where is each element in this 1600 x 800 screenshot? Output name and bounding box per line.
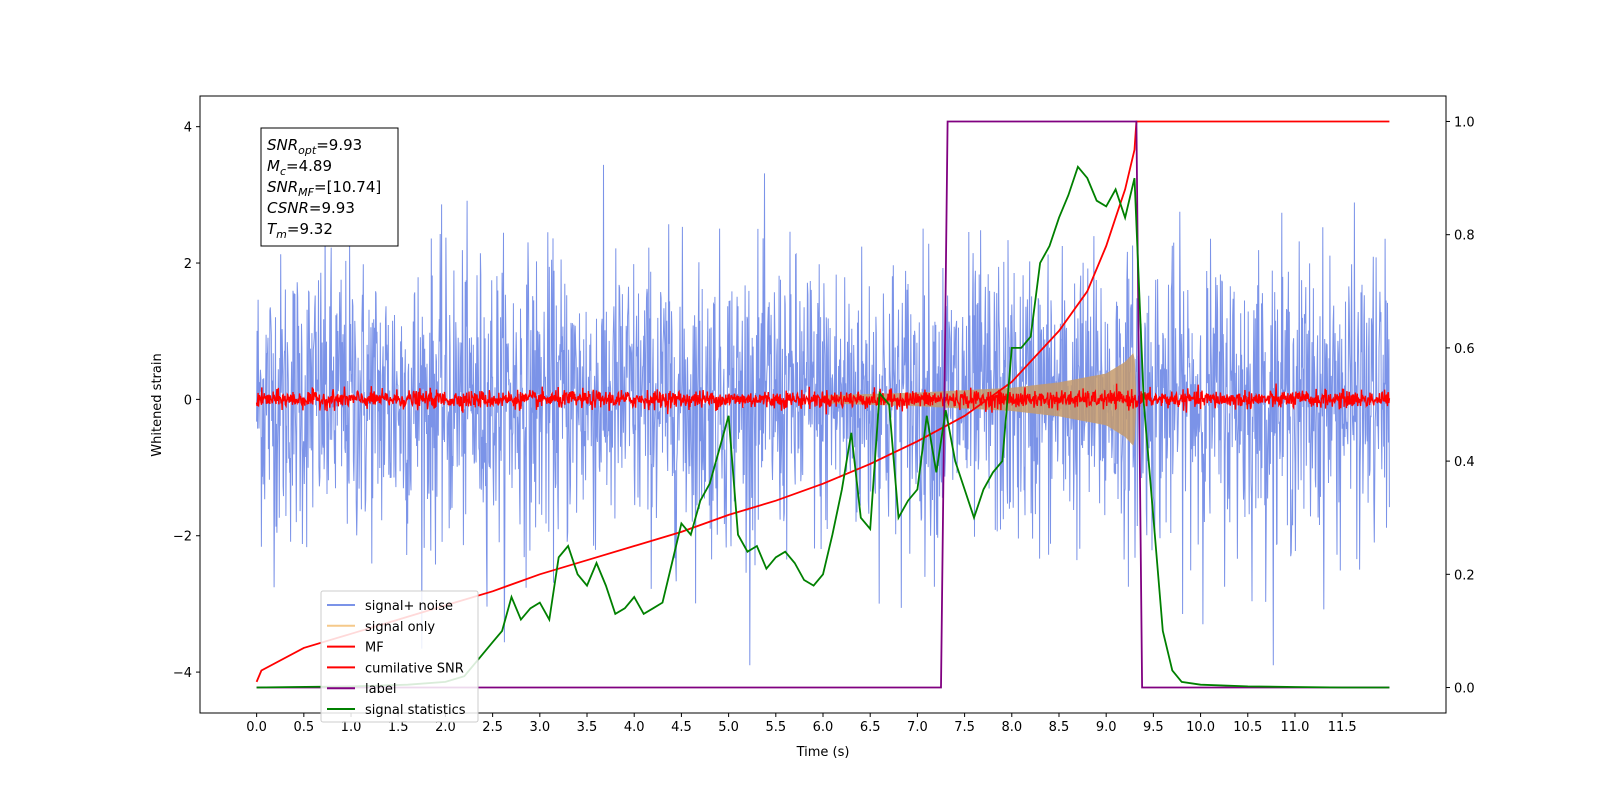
x-tick-label: 1.0	[341, 720, 362, 735]
info-value: =9.32	[287, 220, 333, 238]
info-value: =4.89	[286, 157, 332, 175]
x-tick-label: 8.5	[1049, 720, 1070, 735]
y-left-tick-label: −2	[173, 530, 192, 545]
info-line: CSNR=9.93	[267, 199, 355, 217]
y-left-tick-label: 2	[184, 257, 192, 272]
y-left-tick-label: 0	[184, 393, 192, 408]
y-right-tick-label: 1.0	[1454, 115, 1475, 130]
x-tick-label: 8.0	[1001, 720, 1022, 735]
legend: signal+ noise signal only MF cumilative SNR…	[320, 590, 479, 723]
info-value: =9.93	[309, 199, 355, 217]
x-tick-label: 2.5	[482, 720, 503, 735]
series-signal-statistics	[256, 164, 1390, 689]
x-tick-label: 10.5	[1233, 720, 1262, 735]
info-line: SNRMF=[10.74]	[267, 178, 381, 199]
legend-label: signal statistics	[365, 703, 466, 718]
x-tick-label: 5.0	[718, 720, 739, 735]
x-axis-ticks: 0.0 0.5 1.0 1.5 2.0 2.5 3.0 3.5 4.0 4.5 5.0 5.5 6.0 6…	[246, 713, 1357, 735]
legend-label: label	[365, 682, 396, 697]
info-box: SNRopt=9.93Mc=4.89SNRMF=[10.74]CSNR=9.93…	[260, 127, 399, 247]
x-tick-label: 11.0	[1280, 720, 1309, 735]
x-tick-label: 5.5	[765, 720, 786, 735]
info-line: Tm=9.32	[267, 220, 333, 241]
legend-label: cumilative SNR	[365, 661, 464, 676]
series-signal-noise	[256, 164, 1390, 666]
y-left-tick-label: 4	[184, 121, 192, 136]
x-tick-label: 2.0	[435, 720, 456, 735]
legend-label: signal+ noise	[365, 599, 453, 614]
y-left-tick-label: −4	[173, 666, 192, 681]
info-line: SNRopt=9.93	[267, 136, 362, 157]
y-axis-left-title: Whitened strain	[150, 353, 165, 456]
x-tick-label: 7.5	[954, 720, 975, 735]
y-right-tick-label: 0.4	[1454, 455, 1475, 470]
legend-label: MF	[365, 641, 384, 656]
info-subscript: m	[276, 228, 287, 241]
x-axis-title: Time (s)	[796, 745, 850, 760]
y-right-tick-label: 0.2	[1454, 568, 1475, 583]
x-tick-label: 11.5	[1328, 720, 1357, 735]
info-symbol: SNR	[267, 178, 298, 196]
x-tick-label: 6.0	[813, 720, 834, 735]
x-tick-label: 6.5	[860, 720, 881, 735]
info-value: =9.93	[316, 136, 362, 154]
info-subscript: c	[280, 165, 286, 178]
x-tick-label: 3.0	[529, 720, 550, 735]
x-tick-label: 7.0	[907, 720, 928, 735]
y-right-tick-label: 0.0	[1454, 682, 1475, 697]
series-label	[256, 120, 1390, 689]
info-symbol: CSNR	[267, 199, 309, 217]
x-tick-label: 3.5	[577, 720, 598, 735]
y-right-tick-label: 0.8	[1454, 229, 1475, 244]
y-right-tick-label: 0.6	[1454, 342, 1475, 357]
x-tick-label: 0.5	[293, 720, 314, 735]
info-subscript: MF	[298, 186, 314, 199]
info-value: =[10.74]	[314, 178, 381, 196]
y-axis-right-ticks: 1.0 0.8 0.6 0.4 0.2 0.0	[1446, 115, 1475, 697]
x-tick-label: 9.5	[1143, 720, 1164, 735]
x-tick-label: 9.0	[1096, 720, 1117, 735]
legend-frame	[320, 590, 479, 723]
series-mf	[255, 383, 1391, 415]
info-symbol: SNR	[267, 136, 298, 154]
info-box-frame	[260, 127, 399, 247]
info-subscript: opt	[298, 144, 317, 157]
x-tick-label: 4.5	[671, 720, 692, 735]
info-symbol: M	[267, 157, 280, 175]
x-tick-label: 0.0	[246, 720, 267, 735]
info-line: Mc=4.89	[267, 157, 332, 178]
info-symbol: T	[267, 220, 278, 238]
x-tick-label: 10.0	[1186, 720, 1215, 735]
x-tick-label: 4.0	[624, 720, 645, 735]
x-tick-label: 1.5	[388, 720, 409, 735]
legend-label: signal only	[365, 620, 435, 635]
y-axis-left-ticks: 4 2 0 −2 −4	[173, 121, 200, 681]
